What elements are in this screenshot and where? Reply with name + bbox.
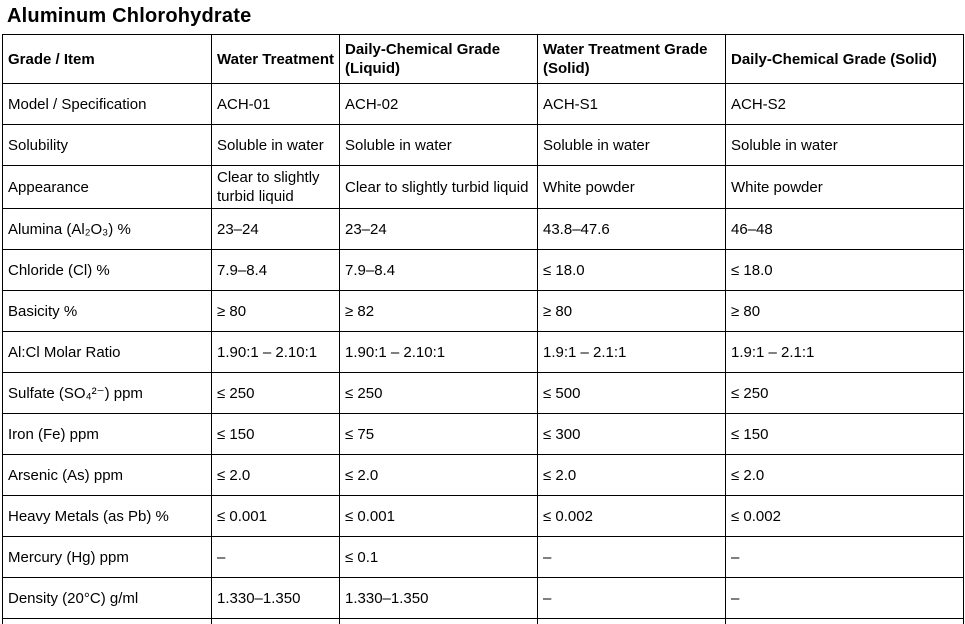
cell-daily-chemical-solid: Soluble in water [725,124,964,166]
cell-water-treatment-solid: ≤ 0.002 [537,495,726,537]
cell-water-treatment: 23–24 [211,208,340,250]
table-row: Al:Cl Molar Ratio 1.90:1 – 2.10:1 1.90:1… [2,331,964,373]
row-label: Model / Specification [2,83,212,125]
table-row: Iron (Fe) ppm ≤ 150 ≤ 75 ≤ 300 ≤ 150 [2,413,964,455]
cell-water-treatment-solid: ≥ 80 [537,290,726,332]
cell-daily-chemical-liquid: ≤ 0.1 [339,536,538,578]
cell-water-treatment-solid: 43.8–47.6 [537,208,726,250]
column-header-water-treatment-solid: Water Treatment Grade (Solid) [537,34,726,84]
table-row: Model / Specification ACH-01 ACH-02 ACH-… [2,83,964,125]
cell-water-treatment: 7.9–8.4 [211,249,340,291]
cell-daily-chemical-solid: ≤ 2.0 [725,454,964,496]
cell-daily-chemical-liquid: 23–24 [339,208,538,250]
cell-daily-chemical-liquid: ≤ 75 [339,413,538,455]
row-label: Chloride (Cl) % [2,249,212,291]
table-row: Appearance Clear to slightly turbid liqu… [2,165,964,209]
cell-daily-chemical-solid: – [725,577,964,619]
cell-water-treatment-solid: Soluble in water [537,124,726,166]
cell-water-treatment: – [211,536,340,578]
cell-water-treatment: ACH-01 [211,83,340,125]
cell-water-treatment: Clear to slightly turbid liquid [211,165,340,209]
cell-water-treatment-solid: ≤ 18.0 [537,249,726,291]
cell-water-treatment-solid: ACH-S1 [537,83,726,125]
cell-daily-chemical-liquid: ACH-02 [339,83,538,125]
cell-daily-chemical-solid: ≤ 250 [725,372,964,414]
cell-daily-chemical-liquid: 3.8–4.7 [339,618,538,624]
cell-water-treatment: 3.8–4.7 [211,618,340,624]
cell-daily-chemical-solid: ≥ 80 [725,290,964,332]
cell-water-treatment: ≤ 250 [211,372,340,414]
row-label: Density (20°C) g/ml [2,577,212,619]
cell-water-treatment-solid: – [537,536,726,578]
cell-daily-chemical-solid: 3.8–4.7 [725,618,964,624]
row-label: Heavy Metals (as Pb) % [2,495,212,537]
cell-daily-chemical-liquid: ≤ 250 [339,372,538,414]
cell-water-treatment: ≤ 150 [211,413,340,455]
table-body: Model / Specification ACH-01 ACH-02 ACH-… [2,83,964,624]
cell-daily-chemical-solid: ≤ 0.002 [725,495,964,537]
cell-daily-chemical-solid: ≤ 150 [725,413,964,455]
cell-water-treatment: 1.90:1 – 2.10:1 [211,331,340,373]
table-row: Mercury (Hg) ppm – ≤ 0.1 – – [2,536,964,578]
row-label: pH (15% solution) [2,618,212,624]
cell-daily-chemical-solid: – [725,536,964,578]
row-label: Arsenic (As) ppm [2,454,212,496]
cell-daily-chemical-liquid: ≤ 0.001 [339,495,538,537]
table-row: Arsenic (As) ppm ≤ 2.0 ≤ 2.0 ≤ 2.0 ≤ 2.0 [2,454,964,496]
cell-daily-chemical-liquid: 1.330–1.350 [339,577,538,619]
cell-daily-chemical-liquid: ≤ 2.0 [339,454,538,496]
row-label: Solubility [2,124,212,166]
cell-daily-chemical-liquid: Clear to slightly turbid liquid [339,165,538,209]
cell-water-treatment-solid: ≤ 500 [537,372,726,414]
table-row: Density (20°C) g/ml 1.330–1.350 1.330–1.… [2,577,964,619]
cell-water-treatment: ≤ 2.0 [211,454,340,496]
cell-water-treatment-solid: – [537,577,726,619]
row-label: Appearance [2,165,212,209]
row-label: Iron (Fe) ppm [2,413,212,455]
page-title: Aluminum Chlorohydrate [7,5,252,27]
cell-daily-chemical-solid: 46–48 [725,208,964,250]
row-label: Basicity % [2,290,212,332]
cell-water-treatment: Soluble in water [211,124,340,166]
cell-daily-chemical-liquid: Soluble in water [339,124,538,166]
cell-daily-chemical-solid: ACH-S2 [725,83,964,125]
header-row: Grade / Item Water Treatment Daily-Chemi… [2,34,964,84]
cell-daily-chemical-solid: 1.9:1 – 2.1:1 [725,331,964,373]
table-row: Solubility Soluble in water Soluble in w… [2,124,964,166]
table-row: Alumina (Al₂O₃) % 23–24 23–24 43.8–47.6 … [2,208,964,250]
cell-water-treatment-solid: ≤ 300 [537,413,726,455]
cell-daily-chemical-solid: ≤ 18.0 [725,249,964,291]
cell-water-treatment: ≥ 80 [211,290,340,332]
cell-water-treatment-solid: 1.9:1 – 2.1:1 [537,331,726,373]
table-row: pH (15% solution) 3.8–4.7 3.8–4.7 3.8–4.… [2,618,964,624]
column-header-daily-chemical-solid: Daily-Chemical Grade (Solid) [725,34,964,84]
cell-water-treatment-solid: White powder [537,165,726,209]
row-label: Alumina (Al₂O₃) % [2,208,212,250]
row-label: Mercury (Hg) ppm [2,536,212,578]
cell-water-treatment-solid: 3.8–4.8 [537,618,726,624]
table-row: Chloride (Cl) % 7.9–8.4 7.9–8.4 ≤ 18.0 ≤… [2,249,964,291]
table-row: Heavy Metals (as Pb) % ≤ 0.001 ≤ 0.001 ≤… [2,495,964,537]
cell-daily-chemical-liquid: ≥ 82 [339,290,538,332]
cell-daily-chemical-solid: White powder [725,165,964,209]
cell-daily-chemical-liquid: 7.9–8.4 [339,249,538,291]
cell-water-treatment: 1.330–1.350 [211,577,340,619]
column-header-grade-item: Grade / Item [2,34,212,84]
column-header-daily-chemical-liquid: Daily-Chemical Grade (Liquid) [339,34,538,84]
row-label: Al:Cl Molar Ratio [2,331,212,373]
table-row: Basicity % ≥ 80 ≥ 82 ≥ 80 ≥ 80 [2,290,964,332]
cell-water-treatment: ≤ 0.001 [211,495,340,537]
table-row: Sulfate (SO₄²⁻) ppm ≤ 250 ≤ 250 ≤ 500 ≤ … [2,372,964,414]
product-spec-table: Grade / Item Water Treatment Daily-Chemi… [2,34,964,624]
column-header-water-treatment: Water Treatment [211,34,340,84]
row-label: Sulfate (SO₄²⁻) ppm [2,372,212,414]
cell-water-treatment-solid: ≤ 2.0 [537,454,726,496]
cell-daily-chemical-liquid: 1.90:1 – 2.10:1 [339,331,538,373]
